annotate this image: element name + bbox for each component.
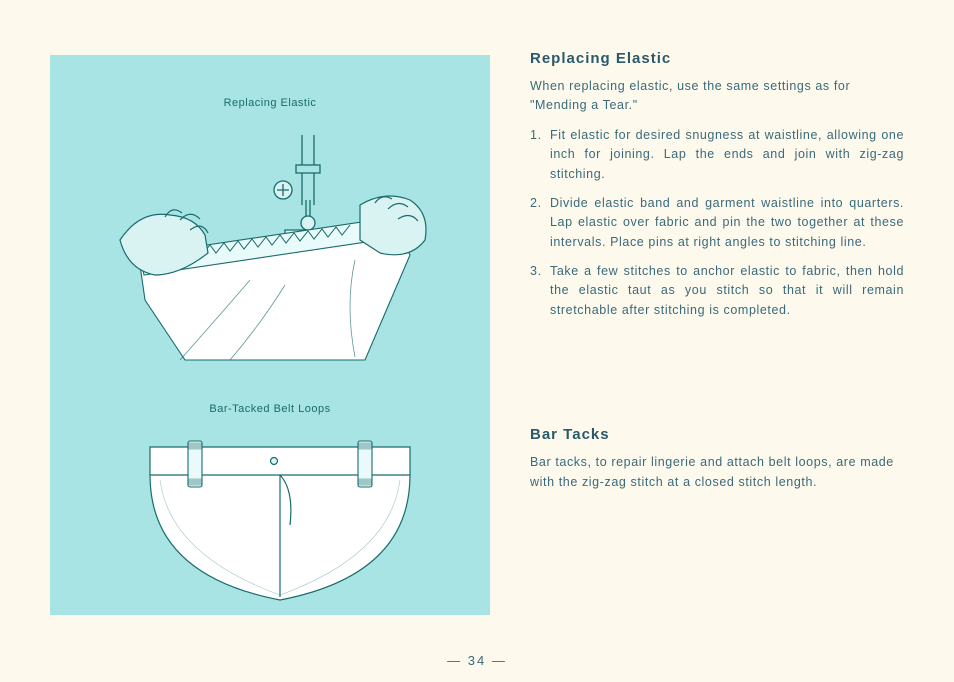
page: Replacing Elastic — [0, 0, 954, 682]
section-replacing-elastic: Replacing Elastic When replacing elastic… — [530, 50, 904, 320]
section-bar-tacks: Bar Tacks Bar tacks, to repair lingerie … — [530, 426, 904, 492]
heading-bar-tacks: Bar Tacks — [530, 426, 904, 443]
caption-replacing-elastic: Replacing Elastic — [50, 97, 490, 109]
bar-tacks-body: Bar tacks, to repair lingerie and attach… — [530, 453, 904, 492]
step-item: Take a few stitches to anchor elastic to… — [530, 262, 904, 320]
illustration-column: Replacing Elastic — [0, 0, 500, 682]
text-column: Replacing Elastic When replacing elastic… — [500, 0, 954, 682]
illustration-replacing-elastic — [110, 135, 430, 365]
intro-paragraph: When replacing elastic, use the same set… — [530, 77, 904, 116]
page-number: — 34 — — [0, 653, 954, 668]
caption-bar-tacked-belt-loops: Bar-Tacked Belt Loops — [50, 403, 490, 415]
illustration-belt-loops — [140, 435, 420, 605]
illustration-panel: Replacing Elastic — [50, 55, 490, 615]
step-item: Fit elastic for desired snugness at wais… — [530, 126, 904, 184]
heading-replacing-elastic: Replacing Elastic — [530, 50, 904, 67]
step-list: Fit elastic for desired snugness at wais… — [530, 126, 904, 320]
step-item: Divide elastic band and garment waistlin… — [530, 194, 904, 252]
